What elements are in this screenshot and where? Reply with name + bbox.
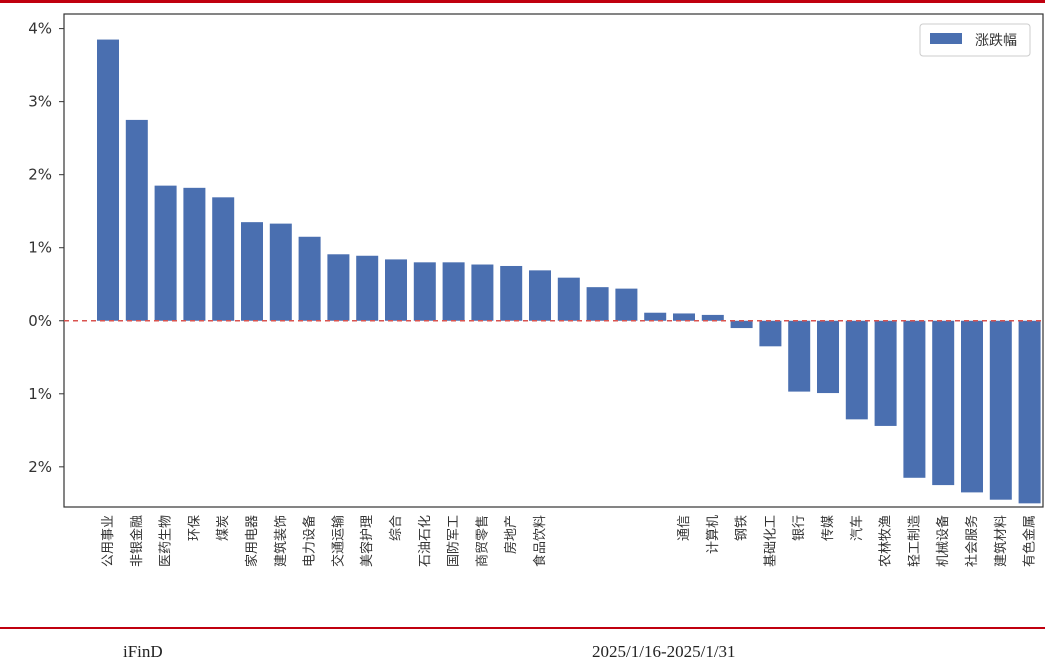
bar <box>97 39 119 321</box>
x-tick-label: 电力设备 <box>302 515 318 567</box>
legend-box <box>919 23 1031 57</box>
bottom-red-rule <box>0 627 1045 629</box>
bar <box>154 185 177 321</box>
y-tick-label: 3% <box>28 93 52 111</box>
x-tick-label: 美容护理 <box>359 515 375 567</box>
y-tick-label: 1% <box>28 385 52 403</box>
x-tick-label: 交通运输 <box>330 515 346 567</box>
x-tick-label: 公用事业 <box>101 515 116 567</box>
bar <box>673 313 695 321</box>
bar <box>557 277 580 321</box>
x-tick-label: 轻工制造 <box>907 515 922 567</box>
bar-chart: 2% 1% 0% 1% 2% 3% 4% 公用事业 非银金融 医药生物 环保 煤炭 家用电器 建筑装饰 电力… <box>28 13 1044 567</box>
bar <box>615 288 638 321</box>
x-tick-label: 机械设备 <box>935 515 951 567</box>
bar <box>125 119 148 321</box>
date-range-label: 2025/1/16-2025/1/31 <box>592 642 736 661</box>
bar <box>701 314 724 321</box>
bar <box>269 223 292 321</box>
x-tick-label: 非银金融 <box>129 515 145 567</box>
bar <box>442 262 465 321</box>
bar <box>788 320 811 392</box>
bar <box>989 320 1012 500</box>
legend-label: 涨跌幅 <box>975 33 1017 49</box>
bar <box>500 265 523 321</box>
bar <box>327 254 350 321</box>
x-tick-label: 综合 <box>389 515 404 541</box>
x-tick-label: 钢铁 <box>735 515 750 541</box>
bar <box>298 236 321 321</box>
bar <box>212 197 235 321</box>
x-tick-label: 传媒 <box>821 515 836 541</box>
bar <box>932 320 955 486</box>
bar <box>241 222 263 321</box>
bar <box>471 264 494 321</box>
x-tick-label: 农林牧渔 <box>879 515 894 567</box>
bar <box>903 320 926 478</box>
x-tick-label: 通信 <box>677 515 692 541</box>
x-tick-label: 有色金属 <box>1022 515 1038 567</box>
x-tick-label: 建筑装饰 <box>273 515 289 567</box>
source-label: iFinD <box>123 642 163 661</box>
x-tick-label: 房地产 <box>503 515 519 554</box>
x-tick-label: 国防军工 <box>446 515 462 567</box>
x-tick-label: 汽车 <box>849 515 865 541</box>
y-tick-label: 4% <box>28 20 52 38</box>
x-tick-label: 计算机 <box>706 515 721 554</box>
bar <box>586 287 609 321</box>
legend-swatch <box>930 33 962 44</box>
bar <box>356 255 379 321</box>
x-tick-label: 家用电器 <box>244 515 260 567</box>
y-tick-label: 1% <box>28 239 52 257</box>
x-tick-label: 基础化工 <box>763 515 778 567</box>
x-tick-label: 商贸零售 <box>474 515 490 567</box>
bar <box>817 320 839 394</box>
bar <box>183 187 206 321</box>
x-tick-label: 食品饮料 <box>532 515 548 567</box>
bar <box>413 262 436 321</box>
y-tick-label: 0% <box>28 312 52 330</box>
x-tick-label: 石油石化 <box>418 515 433 567</box>
x-tick-label: 社会服务 <box>964 515 980 567</box>
bar <box>759 320 782 347</box>
x-tick-label: 医药生物 <box>159 515 174 567</box>
plot-frame <box>63 13 1044 508</box>
bar <box>1018 320 1041 504</box>
bar <box>961 320 983 493</box>
bar <box>644 312 667 321</box>
x-tick-label: 煤炭 <box>216 515 231 541</box>
y-tick-label: 2% <box>28 166 52 184</box>
bar <box>529 270 551 321</box>
bar <box>730 320 753 329</box>
bar <box>845 320 868 420</box>
top-red-rule <box>0 0 1045 3</box>
x-tick-label: 银行 <box>792 515 807 541</box>
x-tick-label: 环保 <box>187 515 202 541</box>
bar <box>385 259 407 321</box>
y-tick-label: 2% <box>28 458 52 476</box>
bar <box>874 320 897 426</box>
x-tick-label: 建筑材料 <box>993 515 1009 567</box>
